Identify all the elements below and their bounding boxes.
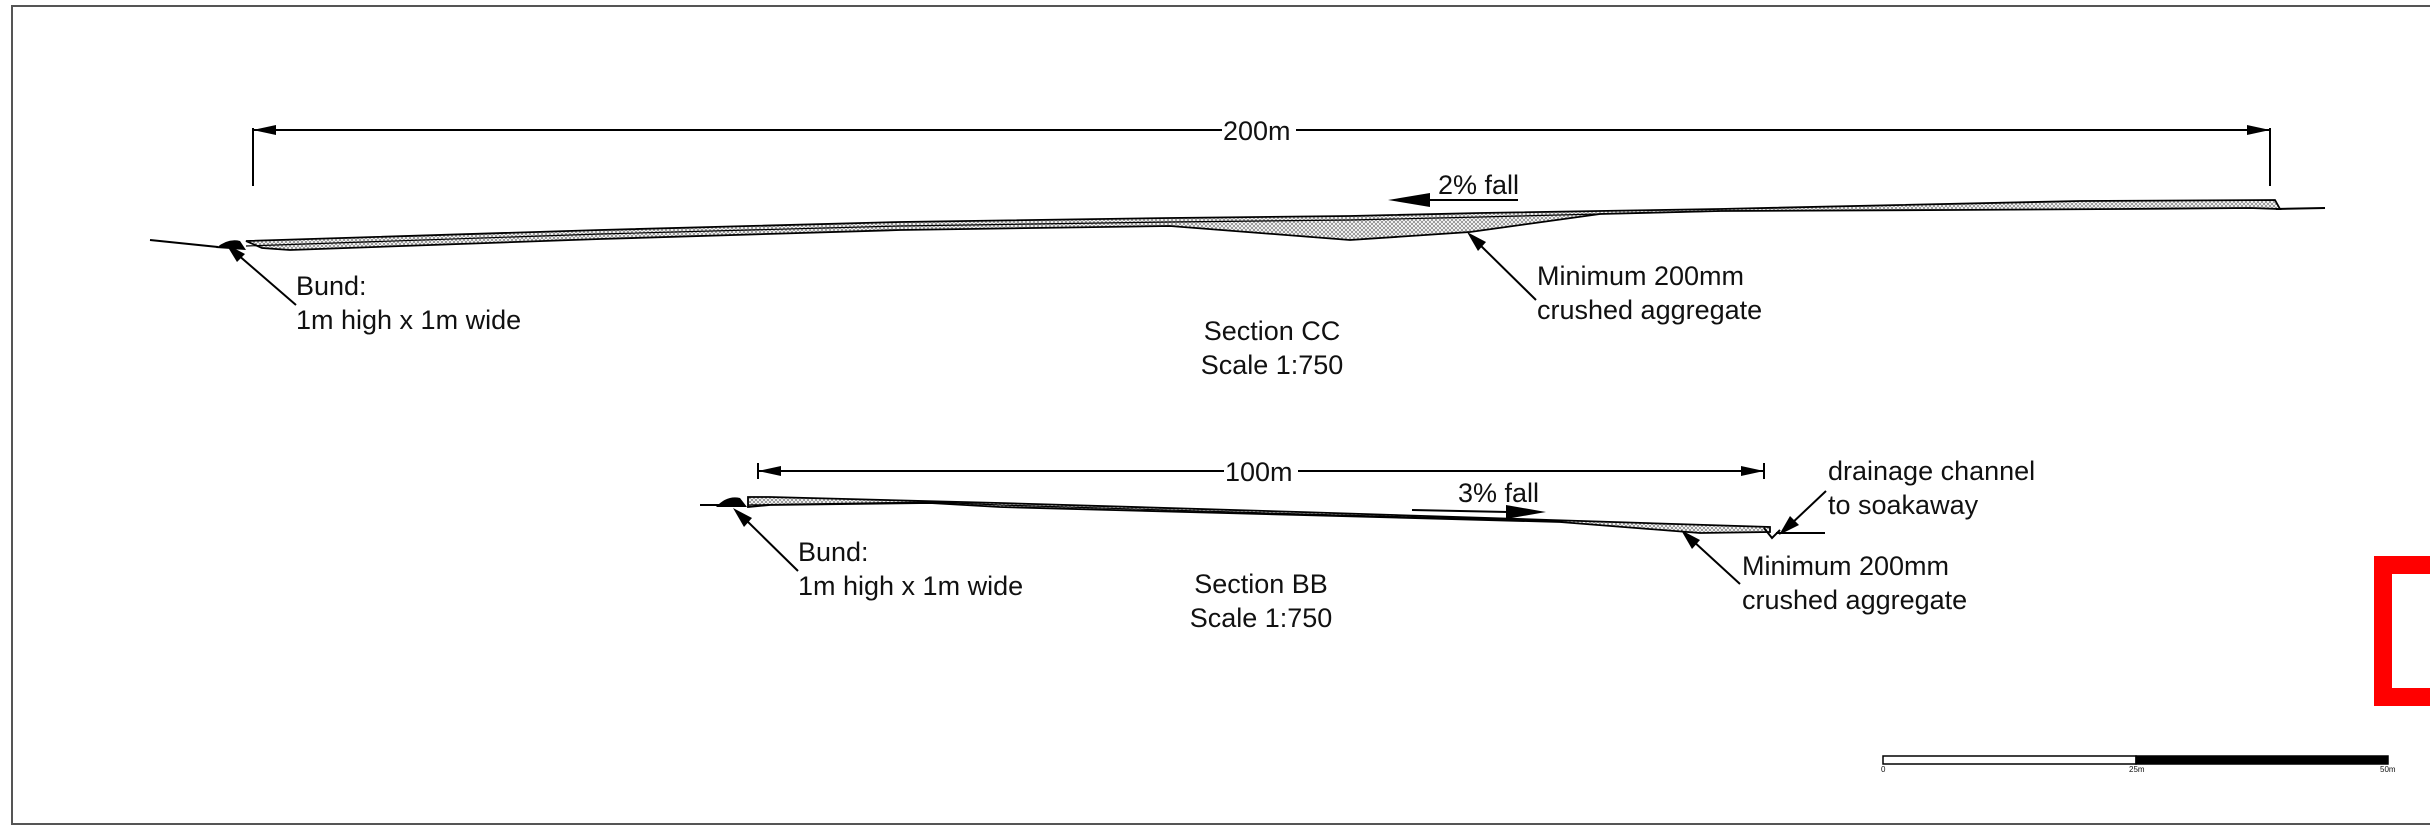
section-bb-bund-leader-arrowhead bbox=[733, 508, 752, 527]
section-bb-drainage-leader bbox=[1789, 490, 1827, 526]
section-bb-bund-leader bbox=[743, 517, 799, 572]
section-cc-bund-label-line2: 1m high x 1m wide bbox=[296, 305, 521, 335]
section-bb-dimension-arrow-left bbox=[758, 466, 781, 476]
section-bb-drainage-leader-arrowhead bbox=[1779, 516, 1799, 535]
section-bb-fall-label: 3% fall bbox=[1458, 478, 1539, 508]
section-bb-dimension-arrow-right bbox=[1741, 466, 1764, 476]
section-cc-ground-line-right bbox=[2275, 207, 2326, 210]
section-cc-aggregate-label-line2: crushed aggregate bbox=[1537, 295, 1762, 325]
section-cc-aggregate-leader bbox=[1476, 241, 1537, 301]
scale-bar-white-segment bbox=[1882, 755, 2137, 765]
section-bb-aggregate-label-line1: Minimum 200mm bbox=[1742, 551, 1949, 581]
scale-bar: 0 25m 50m bbox=[1881, 755, 2396, 774]
section-cc-fall-label: 2% fall bbox=[1438, 170, 1519, 200]
section-cc: 200m 2% fall Bund: 1m high x 1m wide Min… bbox=[149, 116, 2326, 380]
section-bb-bund bbox=[716, 497, 747, 507]
red-bracket-marker bbox=[2374, 556, 2430, 706]
section-bb-title: Section BB bbox=[1194, 569, 1328, 599]
section-bb-fall-arrowhead bbox=[1506, 505, 1546, 519]
sheet-border bbox=[11, 5, 2430, 825]
section-bb-formation-line bbox=[747, 501, 1561, 522]
section-bb-scale: Scale 1:750 bbox=[1190, 603, 1333, 633]
section-bb-drainage-label-line1: drainage channel bbox=[1828, 456, 2035, 486]
section-cc-dimension-arrow-right bbox=[2247, 125, 2270, 135]
section-cc-scale: Scale 1:750 bbox=[1201, 350, 1344, 380]
section-cc-aggregate-layer bbox=[245, 199, 2282, 251]
section-bb: 100m 3% fall Bund: 1m high x 1m wide dra… bbox=[700, 456, 2035, 633]
section-bb-drainage-label-line2: to soakaway bbox=[1828, 490, 1979, 520]
section-bb-aggregate-label-line2: crushed aggregate bbox=[1742, 585, 1967, 615]
section-bb-dimension-label: 100m bbox=[1225, 457, 1293, 487]
scale-bar-end-label: 50m bbox=[2380, 765, 2396, 774]
section-bb-aggregate-leader-arrowhead bbox=[1681, 530, 1700, 549]
section-bb-drainage-channel bbox=[1763, 527, 1781, 540]
section-cc-aggregate-label-line1: Minimum 200mm bbox=[1537, 261, 1744, 291]
section-cc-ground-line bbox=[149, 239, 219, 248]
section-cc-fall-arrowhead bbox=[1388, 193, 1430, 207]
section-cc-dimension-label: 200m bbox=[1223, 116, 1291, 146]
section-cc-dimension-line bbox=[252, 128, 2271, 186]
scale-bar-black-segment bbox=[2135, 755, 2389, 765]
section-cc-formation-line bbox=[245, 210, 1721, 247]
section-cc-bund-leader-arrowhead bbox=[226, 244, 245, 262]
section-cc-bund-label-line1: Bund: bbox=[296, 271, 367, 301]
section-cc-dimension-arrow-left bbox=[253, 125, 276, 135]
scale-bar-mid-label: 25m bbox=[2129, 765, 2145, 774]
section-cc-bund-leader bbox=[236, 253, 297, 306]
section-bb-bund-label-line2: 1m high x 1m wide bbox=[798, 571, 1023, 601]
section-bb-fall-arrow bbox=[1411, 509, 1509, 513]
section-cc-title: Section CC bbox=[1204, 316, 1341, 346]
section-cc-aggregate-leader-arrowhead bbox=[1467, 232, 1486, 251]
section-cc-bund bbox=[216, 240, 246, 250]
scale-bar-start-label: 0 bbox=[1881, 765, 1886, 774]
section-bb-aggregate-leader bbox=[1691, 539, 1741, 585]
section-bb-bund-label-line1: Bund: bbox=[798, 537, 869, 567]
